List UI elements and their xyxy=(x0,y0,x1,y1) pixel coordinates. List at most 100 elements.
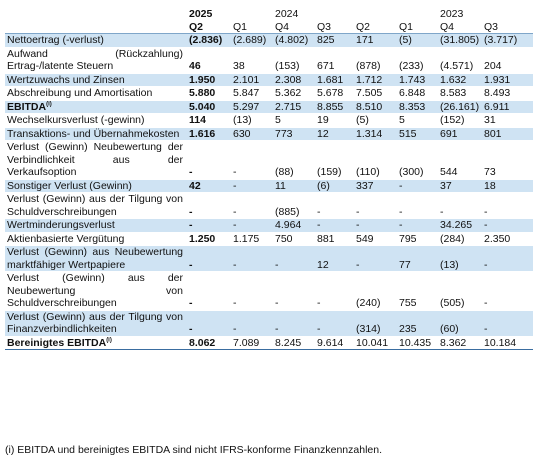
table-row: EBITDA(i) 5.040 5.297 2.715 8.855 8.510 8.353(… xyxy=(5,100,533,114)
row-label: Nettoertrag (-verlust) xyxy=(5,33,187,48)
value-cell: 8.353 xyxy=(397,100,438,114)
value-cell: 801 xyxy=(482,127,533,141)
value-cell: 1.175 xyxy=(231,232,273,246)
table-row: Sonstiger Verlust (Gewinn) 42-11 (6) 337-37… xyxy=(5,179,533,193)
value-cell: 2.101 xyxy=(231,73,273,87)
quarter-header: Q2 xyxy=(356,20,371,33)
value-cell: (3.717) xyxy=(482,33,533,48)
value-cell: 8.362 xyxy=(438,335,482,350)
table-row: Verlust (Gewinn) Neubewertung der Verbin… xyxy=(5,140,533,180)
table-row: Wertzuwachs und Zinsen 1.950 2.101 2.308 1.6… xyxy=(5,73,533,87)
value-cell: 1.632 xyxy=(438,73,482,87)
year-header-row: 2025 2024 2023 xyxy=(5,8,533,21)
footnote: (i) EBITDA und bereinigtes EBITDA sind n… xyxy=(5,444,383,456)
value-cell: - xyxy=(438,192,482,219)
value-cell: 10.184 xyxy=(482,335,533,350)
value-cell: (26.161) xyxy=(438,100,482,114)
table-row: Verlust (Gewinn) aus der Tilgung von Fin… xyxy=(5,310,533,337)
value-cell: 337 xyxy=(354,179,397,193)
quarter-header: Q1 xyxy=(233,20,248,33)
value-cell: 1.314 xyxy=(354,127,397,141)
value-cell: 691 xyxy=(438,127,482,141)
value-cell: 11 xyxy=(273,179,315,193)
value-cell: - xyxy=(187,310,231,337)
row-label-text: Verlust (Gewinn) aus Neubewertung marktf… xyxy=(7,246,183,271)
value-cell: (2.689) xyxy=(231,33,273,48)
value-cell: 8.493 xyxy=(482,86,533,101)
value-cell: 42 xyxy=(187,179,231,193)
value-cell: (31.805) xyxy=(438,33,482,48)
row-label: Aktienbasierte Vergütung xyxy=(5,232,187,246)
value-cell: 5.040 xyxy=(187,100,231,114)
value-cell: 630 xyxy=(231,127,273,141)
value-cell: (152) xyxy=(438,113,482,128)
row-label-text: Verlust (Gewinn) Neubewertung der Verbin… xyxy=(7,141,183,178)
value-cell: 6.848 xyxy=(397,86,438,101)
value-cell: 235 xyxy=(397,310,438,337)
value-cell: 1.743 xyxy=(397,73,438,87)
row-label-text: Nettoertrag (-verlust) xyxy=(7,34,104,46)
value-cell: - xyxy=(231,245,273,272)
value-cell: (2.836) xyxy=(187,33,231,48)
value-cell: 2.715 xyxy=(273,100,315,114)
row-label-text: Wertminderungsverlust xyxy=(7,219,115,231)
table-row: Verlust (Gewinn) aus der Tilgung von Sch… xyxy=(5,192,533,219)
value-cell: - xyxy=(273,245,315,272)
row-label-text: Aufwand (Rückzahlung) Ertrag-/latente St… xyxy=(7,47,183,73)
value-cell: 750 xyxy=(273,232,315,246)
value-cell: 10.435 xyxy=(397,335,438,350)
row-label-text: Bereinigtes EBITDA xyxy=(7,336,107,349)
value-cell: 19 xyxy=(315,113,354,128)
value-cell: 544 xyxy=(438,140,482,180)
value-cell: 549 xyxy=(354,232,397,246)
row-label: Wertminderungsverlust xyxy=(5,218,187,233)
value-cell: 77 xyxy=(397,245,438,272)
value-cell: 795 xyxy=(397,232,438,246)
value-cell: 4.964 xyxy=(273,218,315,233)
value-cell: 1.681 xyxy=(315,73,354,87)
row-label: Verlust (Gewinn) Neubewertung der Verbin… xyxy=(5,140,187,180)
value-cell: - xyxy=(397,179,438,193)
value-cell: (159) xyxy=(315,140,354,180)
value-cell: 7.089 xyxy=(231,335,273,350)
value-cell: 8.062 xyxy=(187,335,231,350)
row-label-text: Verlust (Gewinn) aus der Neubewertung vo… xyxy=(7,272,183,309)
quarter-header: Q3 xyxy=(484,20,499,33)
value-cell: - xyxy=(231,310,273,337)
value-cell: - xyxy=(187,218,231,233)
quarter-header: Q4 xyxy=(275,20,290,33)
value-cell: 7.505 xyxy=(354,86,397,101)
value-cell: 825 xyxy=(315,33,354,48)
value-cell: (284) xyxy=(438,232,482,246)
value-cell: (240) xyxy=(354,271,397,311)
value-cell: 12 xyxy=(315,127,354,141)
value-cell: 881 xyxy=(315,232,354,246)
row-label-text: Verlust (Gewinn) aus der Tilgung von Sch… xyxy=(7,193,183,218)
value-cell: - xyxy=(231,218,273,233)
value-cell: 114 xyxy=(187,113,231,128)
value-cell: (153) xyxy=(273,47,315,74)
value-cell: - xyxy=(482,245,533,272)
value-cell: 38 xyxy=(231,47,273,74)
value-cell: (6) xyxy=(315,179,354,193)
row-label-text: Sonstiger Verlust (Gewinn) xyxy=(7,179,132,192)
value-cell: - xyxy=(315,218,354,233)
row-label: Wertzuwachs und Zinsen xyxy=(5,73,187,87)
table-row: Wechselkursverlust (-gewinn) 114 (13) 5 19 (5… xyxy=(5,113,533,128)
value-cell: 37 xyxy=(438,179,482,193)
value-cell: (5) xyxy=(397,33,438,48)
financial-table: 2025 2024 2023 Q2 Q1 Q4 Q3 Q2 Q1 Q4 Q3 N… xyxy=(5,8,533,350)
value-cell: 2.308 xyxy=(273,73,315,87)
value-cell: 5.678 xyxy=(315,86,354,101)
value-cell: - xyxy=(187,245,231,272)
quarter-header: Q1 xyxy=(399,20,414,33)
value-cell: 755 xyxy=(397,271,438,311)
row-label-text: Abschreibung und Amortisation xyxy=(7,87,153,99)
value-cell: 31 xyxy=(482,113,533,128)
table-row: Wertminderungsverlust - -4.964- - -34.265- xyxy=(5,218,533,233)
year-header: 2024 xyxy=(275,8,299,20)
value-cell: - xyxy=(231,192,273,219)
value-cell: - xyxy=(482,310,533,337)
value-cell: (233) xyxy=(397,47,438,74)
value-cell: 6.911 xyxy=(482,100,533,114)
